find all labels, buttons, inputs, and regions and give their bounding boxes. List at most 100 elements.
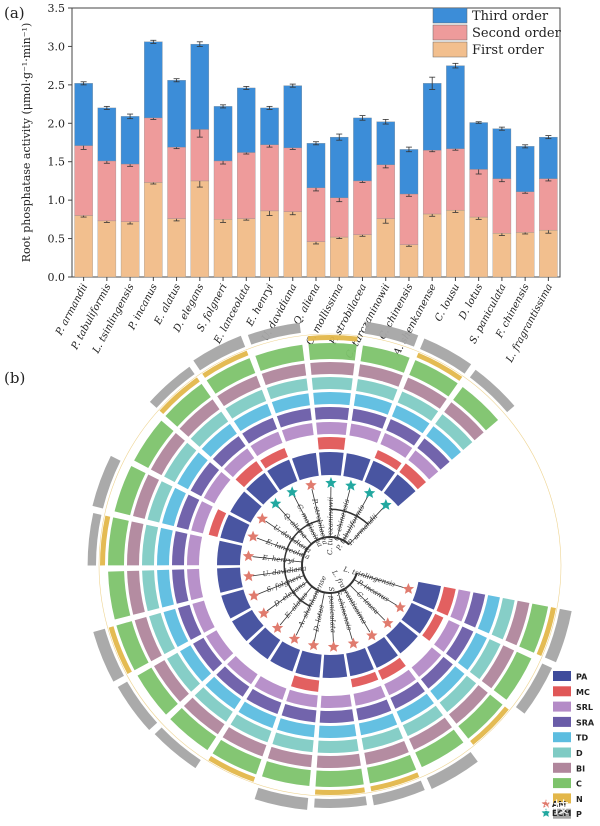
y-tick-label: 0.0 [48, 271, 66, 284]
ring-segment-d [317, 738, 359, 753]
bar-third-order [167, 80, 186, 148]
ring-segment-mc [208, 509, 227, 537]
ring-segment-td [313, 391, 351, 406]
ring-segment-bi [444, 402, 484, 441]
ring-segment-p [254, 787, 309, 810]
ring-segment-td [238, 701, 277, 729]
ring-segment-td [205, 676, 242, 710]
ring-segment-bi [364, 741, 409, 765]
ring-segment-bi [150, 432, 185, 476]
ring-segment-c [108, 517, 129, 566]
ring-segment-p [314, 796, 367, 808]
bar-third-order [422, 83, 442, 151]
bar-second-order [120, 163, 140, 222]
tree-branch [353, 579, 397, 606]
y-tick-label: 2.5 [48, 79, 66, 92]
bar-second-order [74, 145, 93, 216]
ring-segment-srl [206, 630, 234, 662]
leaf-marker-am [382, 617, 394, 629]
ring-segment-p [544, 608, 572, 663]
ring-segment-mc [350, 671, 379, 688]
ring-segment-pa [291, 452, 319, 481]
ring-segment-pa [343, 453, 371, 481]
legend-swatch [432, 24, 468, 41]
ring-segment-p [92, 455, 121, 509]
ring-segment-p [372, 780, 425, 806]
ring-segment-sra [319, 709, 355, 723]
ring-segment-bi [267, 746, 313, 768]
legend-label-c: C [576, 780, 582, 789]
bar-second-order [97, 160, 117, 222]
ring-segment-srl [316, 422, 348, 435]
ring-segment-d [469, 639, 501, 680]
ring-segment-p [247, 322, 301, 345]
ring-segment-n [307, 334, 358, 342]
tree-branch [330, 592, 334, 643]
ring-segment-sra [176, 494, 200, 530]
ring-segment-c [409, 360, 458, 397]
legend-swatch-srl [553, 701, 571, 712]
leaf-label: C. turczaninowii [326, 497, 335, 555]
ring-segment-pa [221, 589, 251, 619]
tree-branch [349, 584, 386, 621]
bar-second-order [213, 160, 233, 220]
bar-second-order [446, 148, 465, 211]
ring-segment-p [469, 369, 515, 413]
y-tick-label: 3.0 [48, 40, 66, 53]
ring-segment-p [426, 752, 478, 789]
bar-first-order [492, 233, 512, 278]
bar-first-order [515, 232, 535, 278]
ring-segment-bi [179, 399, 220, 437]
bar-third-order [306, 143, 326, 188]
legend-swatch [432, 41, 468, 58]
ring-segment-srl [353, 685, 386, 706]
ring-segment-sra [246, 688, 282, 714]
tree-branch [257, 575, 305, 595]
leaf-marker-am [327, 640, 340, 652]
legend-swatch-sra [553, 716, 571, 727]
ring-segment-sra [420, 656, 453, 689]
ring-segment-n [100, 515, 111, 566]
legend-label-mc: MC [576, 688, 590, 697]
y-axis-label: Root phosphatase activity (μmol·g⁻¹·min⁻… [20, 23, 33, 262]
ring-segment-d [164, 442, 197, 483]
ring-segment-sra [276, 408, 312, 428]
ring-segment-pa [386, 621, 418, 654]
bar-third-order [515, 146, 535, 192]
leaf-marker-ecm [363, 487, 376, 499]
bar-second-order [469, 169, 488, 218]
ring-segment-td [271, 393, 310, 414]
ring-segment-d [272, 732, 314, 753]
bar-second-order [353, 180, 372, 235]
ring-segment-pa [383, 474, 416, 507]
ring-segment-sra [177, 604, 202, 640]
ring-segment-c [453, 387, 499, 431]
leaf-marker-ecm [286, 486, 298, 498]
panel-label-b: (b) [4, 369, 25, 387]
ring-segment-bi [154, 660, 189, 702]
ring-segment-bi [409, 717, 452, 750]
ring-segment-pa [267, 459, 298, 491]
ring-segment-sra [172, 531, 188, 566]
ring-segment-bi [133, 474, 160, 519]
leaf-marker-ecm [325, 477, 337, 488]
ring-segment-n [370, 772, 420, 792]
bar-first-order [539, 229, 558, 278]
legend-label-bi: BI [576, 764, 585, 773]
ring-segment-d [141, 524, 159, 566]
ring-segment-pa [412, 581, 441, 610]
ring-segment-sra [417, 438, 450, 470]
bar-third-order [144, 41, 163, 119]
n-ring-guide [98, 333, 562, 797]
ring-segment-d [142, 570, 160, 612]
ring-segment-td [177, 452, 208, 490]
bar-first-order [120, 221, 140, 278]
ring-segment-d [491, 597, 515, 640]
ring-segment-srl [224, 448, 255, 478]
ring-segment-mc [374, 450, 402, 471]
ring-segment-pa [367, 636, 398, 668]
y-tick-label: 1.0 [48, 194, 66, 207]
tree-branch [265, 520, 308, 550]
